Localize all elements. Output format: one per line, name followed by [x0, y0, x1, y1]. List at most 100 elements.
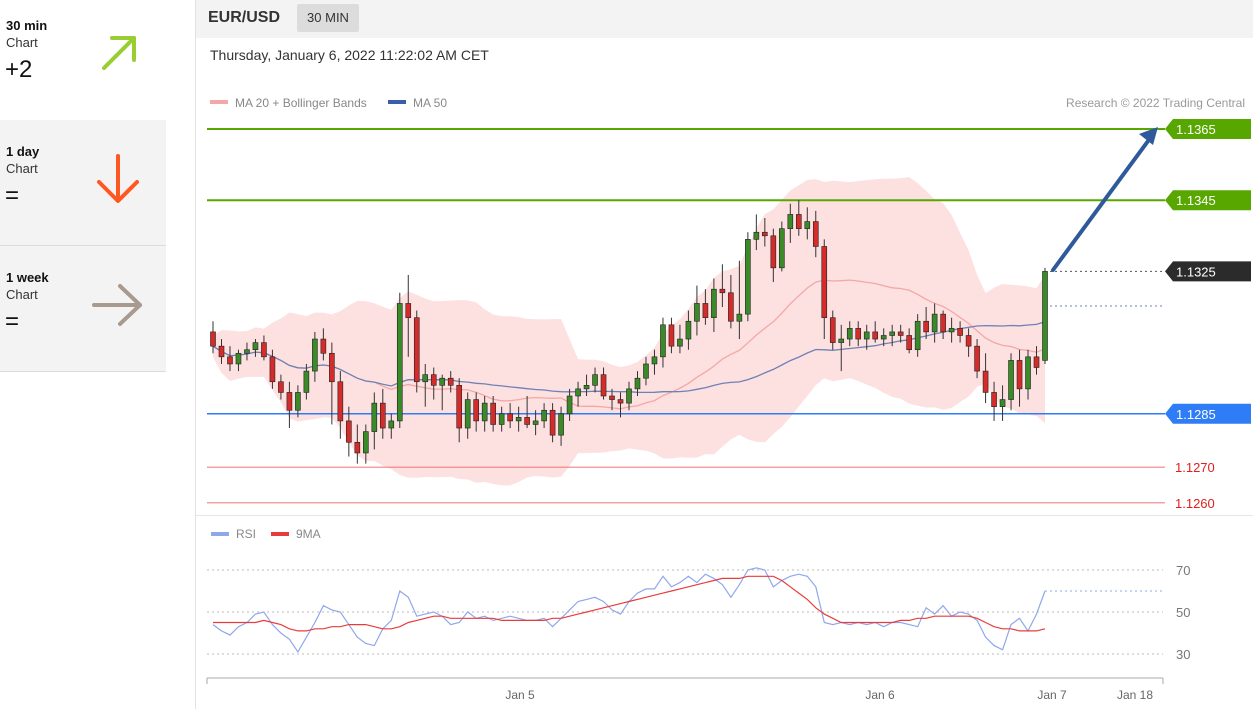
- legend-label-rsi: RSI: [236, 527, 256, 541]
- candle-body: [948, 328, 955, 333]
- sidebar-item-30min[interactable]: 30 min Chart +2: [0, 0, 166, 120]
- candle: [583, 374, 590, 396]
- candle-body: [795, 214, 802, 229]
- candle: [388, 413, 395, 439]
- legend-swatch-ma50: [388, 100, 406, 104]
- candle-body: [829, 317, 836, 343]
- candle: [227, 346, 233, 372]
- candle-body: [269, 356, 276, 383]
- candle-body: [770, 235, 777, 269]
- candle-body: [651, 356, 658, 365]
- candle: [651, 349, 658, 375]
- candle: [396, 292, 403, 429]
- candle: [329, 342, 335, 425]
- candle: [965, 328, 972, 357]
- main-legend: MA 20 + Bollinger Bands MA 50: [210, 96, 447, 110]
- candle: [1008, 353, 1014, 411]
- candle-body: [821, 246, 828, 318]
- rsi-tick-label: 30: [1176, 647, 1190, 662]
- bollinger-band-area: [213, 177, 1045, 486]
- candle: [278, 374, 284, 400]
- candle-body: [736, 313, 743, 322]
- sidebar-item-1day[interactable]: 1 day Chart =: [0, 120, 166, 246]
- symbol-title: EUR/USD: [208, 9, 281, 26]
- x-tick-label: Jan 5: [505, 688, 535, 702]
- candle-body: [473, 399, 479, 422]
- candle: [549, 403, 556, 443]
- candle-body: [329, 352, 335, 383]
- candle-body: [914, 320, 921, 351]
- candle: [711, 278, 717, 332]
- candle: [863, 324, 870, 350]
- candle: [812, 210, 819, 258]
- candle-body: [600, 374, 607, 397]
- rsi-legend: RSI 9MA: [211, 527, 321, 541]
- candle: [481, 396, 488, 432]
- candle: [906, 328, 912, 354]
- forecast-arrow-shaft: [1051, 135, 1153, 272]
- candle: [600, 367, 607, 400]
- candle-body: [643, 363, 649, 379]
- candle: [872, 321, 879, 343]
- candle-body: [668, 324, 675, 347]
- candle-body: [974, 345, 980, 372]
- candle-body: [295, 392, 301, 411]
- level-label: 1.1270: [1175, 460, 1215, 475]
- sidebar-kind: Chart: [6, 161, 38, 176]
- candle: [422, 363, 429, 407]
- sidebar-period: 1 day: [6, 144, 40, 159]
- timeframe-button[interactable]: 30 MIN: [297, 4, 359, 32]
- candle-body: [532, 420, 539, 425]
- candle-body: [278, 381, 284, 393]
- candle-body: [235, 352, 242, 365]
- candle-body: [439, 377, 446, 386]
- rsi-tick-label: 70: [1176, 563, 1190, 578]
- legend-label-9ma: 9MA: [296, 527, 321, 541]
- candle-body: [812, 221, 819, 247]
- level-label: 1.1325: [1176, 264, 1216, 279]
- chart-panel: [195, 0, 1253, 709]
- bollinger-bands: [213, 177, 1045, 486]
- candle: [558, 406, 564, 446]
- legend-swatch-9ma: [271, 532, 289, 536]
- candle-body: [447, 377, 454, 386]
- candle: [1016, 349, 1023, 407]
- candle-body: [312, 338, 318, 372]
- candle: [609, 388, 615, 411]
- candle: [371, 392, 378, 450]
- candle-body: [846, 328, 853, 340]
- level-tag-support: [1165, 403, 1251, 424]
- candle-body: [685, 320, 692, 340]
- chart-credit: Research © 2022 Trading Central: [1066, 96, 1245, 110]
- candle-body: [227, 356, 233, 365]
- candle-body: [244, 349, 250, 354]
- candle: [999, 385, 1006, 421]
- candle-body: [456, 385, 463, 429]
- candle-body: [405, 303, 412, 318]
- candle: [795, 200, 802, 236]
- candle-body: [982, 370, 989, 393]
- candle-body: [1033, 356, 1040, 368]
- candle: [668, 317, 675, 354]
- candle: [643, 356, 649, 386]
- candle: [490, 396, 496, 432]
- candle-body: [617, 399, 624, 404]
- candle: [736, 260, 743, 340]
- sidebar-value: +2: [5, 56, 33, 83]
- candle: [1025, 349, 1031, 400]
- candle-body: [388, 420, 395, 429]
- candle-body: [889, 331, 895, 336]
- candle-body: [753, 231, 760, 240]
- candle-body: [507, 413, 513, 422]
- sidebar-item-1week[interactable]: 1 week Chart =: [0, 246, 166, 372]
- candle-body: [762, 231, 768, 237]
- candle-body: [660, 324, 666, 358]
- candle: [244, 342, 250, 361]
- candle-body: [626, 388, 632, 404]
- candle-body: [464, 399, 471, 429]
- candle: [829, 310, 836, 350]
- candle-body: [566, 395, 573, 415]
- candle-body: [702, 303, 709, 318]
- candle: [660, 317, 666, 368]
- candle-body: [872, 331, 879, 340]
